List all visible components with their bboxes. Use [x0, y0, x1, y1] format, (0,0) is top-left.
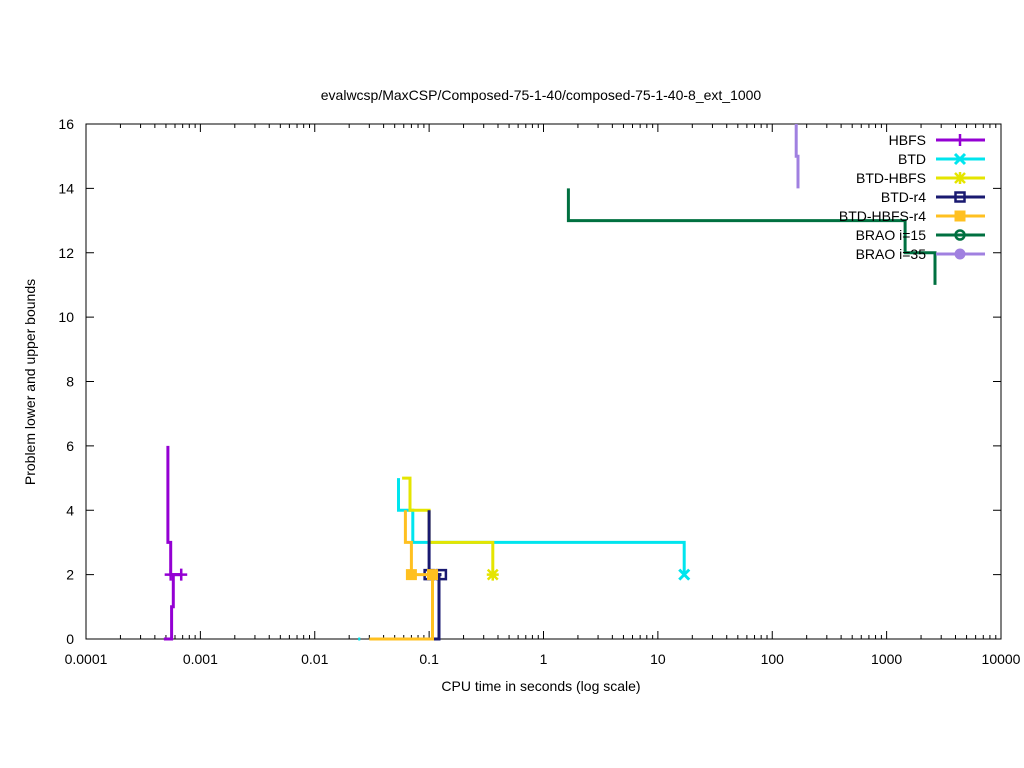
legend-label: BTD-HBFS-r4 [839, 208, 926, 224]
legend-label: BRAO i=15 [856, 227, 927, 243]
y-tick-label: 8 [66, 374, 74, 390]
series-upper-bound-line [166, 445, 182, 577]
series-layer [163, 124, 937, 641]
y-tick-label: 10 [58, 309, 74, 325]
legend-marker [954, 248, 966, 260]
x-tick-label: 0.1 [419, 651, 439, 667]
y-tick-label: 6 [66, 438, 74, 454]
series-lower-bound-line [163, 573, 182, 641]
y-tick-label: 0 [66, 631, 74, 647]
series-hbfs [163, 445, 188, 641]
series-lower-bound-line [369, 574, 434, 641]
series-upper-bound-line [566, 188, 937, 285]
data-point-marker [175, 568, 188, 581]
x-tick-label: 0.001 [183, 651, 218, 667]
legend-marker [954, 191, 966, 203]
legend-marker [954, 172, 966, 184]
series-upper-bound-line [403, 510, 433, 577]
series-btd-hbfs [402, 476, 499, 581]
series-brao-i-35 [794, 124, 800, 189]
legend-label: HBFS [889, 132, 926, 148]
legend-label: BTD-r4 [881, 189, 926, 205]
ticks: 0.0001 0.001 0.01 0.1 1 10 100 1000 10000 0 2 4 6 8 10… [58, 116, 1020, 667]
series-btd-hbfs-r4 [369, 510, 438, 641]
x-tick-label: 1000 [871, 651, 902, 667]
series-brao-i-15 [566, 188, 937, 285]
y-axis-label: Problem lower and upper bounds [22, 279, 38, 485]
y-tick-label: 12 [58, 245, 74, 261]
plot-frame [85, 123, 1002, 640]
legend-label: BRAO i=35 [856, 246, 927, 262]
y-tick-label: 2 [66, 567, 74, 583]
series-btd [358, 478, 691, 641]
axes [85, 123, 1002, 640]
data-point-marker [426, 569, 438, 581]
legend-label: BTD-HBFS [856, 170, 926, 186]
x-tick-label: 10 [650, 651, 666, 667]
x-tick-label: 1 [540, 651, 548, 667]
x-tick-label: 100 [761, 651, 785, 667]
x-tick-label: 0.01 [301, 651, 328, 667]
x-tick-label: 10000 [982, 651, 1021, 667]
data-point-marker [678, 568, 691, 581]
chart-title: evalwcsp/MaxCSP/Composed-75-1-40/compose… [321, 87, 762, 103]
legend-marker [954, 229, 966, 241]
legend-marker [953, 152, 967, 166]
series-upper-bound-line [794, 124, 800, 189]
data-point-marker [405, 569, 417, 581]
y-tick-label: 14 [58, 180, 74, 196]
data-point-marker [486, 568, 499, 581]
legend-marker [954, 134, 966, 146]
legend-marker [954, 210, 966, 222]
data-point-marker [164, 568, 177, 581]
y-tick-label: 16 [58, 116, 74, 132]
series-upper-bound-line [397, 478, 686, 575]
legend-label: BTD [898, 151, 926, 167]
x-axis-label: CPU time in seconds (log scale) [441, 678, 640, 694]
x-tick-label: 0.0001 [65, 651, 108, 667]
legend: HBFS BTD BTD-HBFS BTD-r4 BTD-HBFS-r4 BRAO i=1… [839, 132, 985, 262]
y-tick-label: 4 [66, 502, 74, 518]
series-upper-bound-line [402, 476, 495, 575]
